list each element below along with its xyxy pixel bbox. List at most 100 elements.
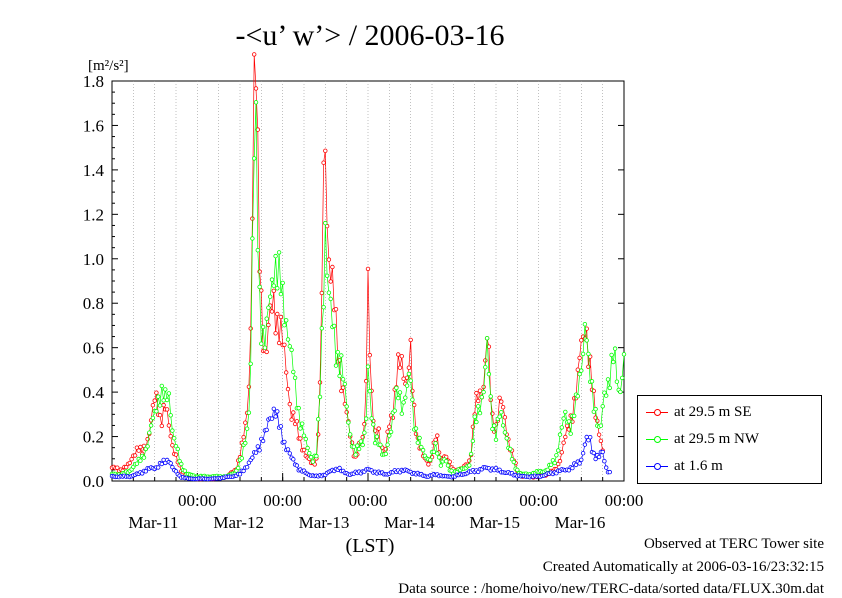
data-point (618, 389, 623, 395)
data-point (499, 410, 504, 415)
y-axis-unit-label: [m²/s²] (88, 58, 129, 74)
data-point (474, 419, 479, 425)
data-point (145, 444, 150, 449)
data-point (314, 453, 319, 459)
data-point (483, 365, 488, 370)
data-point (397, 390, 403, 395)
data-point (136, 448, 141, 453)
y-tick-label: 0.2 (83, 428, 104, 447)
data-point (175, 446, 180, 452)
data-point (316, 417, 321, 422)
data-point (388, 429, 394, 435)
data-point (235, 465, 241, 471)
x-tick-time-label: 00:00 (605, 491, 644, 510)
y-tick-label: 0.4 (83, 383, 105, 402)
data-point (260, 324, 266, 330)
data-point (479, 394, 484, 400)
data-point (579, 457, 584, 462)
data-point (155, 465, 161, 470)
data-point (401, 376, 406, 381)
data-point (447, 459, 452, 464)
data-point (339, 353, 344, 358)
data-point (365, 364, 371, 369)
data-point (168, 413, 173, 418)
data-point (570, 419, 575, 424)
data-point (584, 338, 589, 343)
data-point (171, 436, 177, 441)
data-point (557, 458, 563, 464)
data-point (548, 462, 554, 467)
data-point (399, 354, 404, 359)
data-point (260, 438, 266, 444)
data-point (582, 442, 588, 447)
data-point (161, 402, 166, 408)
data-point (604, 393, 609, 398)
data-point (362, 430, 367, 435)
data-point (159, 423, 164, 429)
data-point (310, 459, 316, 464)
data-point (431, 449, 436, 454)
legend: at 29.5 m SE at 29.5 m NW at 1.6 m (637, 395, 822, 484)
data-point (155, 394, 161, 399)
data-point (401, 400, 406, 405)
data-point (150, 415, 156, 421)
data-point (470, 438, 476, 444)
legend-label-se: at 29.5 m SE (674, 404, 752, 420)
data-point (289, 417, 294, 422)
x-axis: 00:00Mar-1100:00Mar-1200:00Mar-1300:00Ma… (128, 473, 643, 532)
data-point (332, 323, 337, 329)
data-point (344, 404, 349, 409)
data-point (328, 296, 333, 302)
data-point (566, 419, 572, 424)
data-point (301, 433, 307, 438)
data-point (129, 457, 134, 462)
data-point (335, 350, 340, 355)
x-tick-time-label: 00:00 (263, 491, 302, 510)
x-tick-date-label: Mar-14 (384, 513, 435, 532)
data-point (237, 472, 243, 477)
data-point (255, 444, 260, 449)
data-point (557, 432, 563, 437)
chart-title: -<u’ w’> / 2006-03-16 (235, 19, 504, 52)
data-point (264, 316, 269, 321)
data-point (406, 371, 412, 377)
legend-item-nw: at 29.5 m NW (646, 429, 759, 449)
data-point (273, 253, 278, 259)
data-point (339, 388, 344, 394)
data-point (369, 416, 374, 421)
data-point (159, 383, 164, 389)
data-point (138, 444, 143, 450)
data-point (243, 440, 248, 446)
data-point (508, 446, 513, 452)
data-point (250, 236, 255, 241)
data-point (296, 405, 301, 411)
data-point (598, 438, 604, 444)
data-point (134, 461, 140, 466)
data-point (374, 434, 380, 439)
data-point (132, 453, 138, 458)
data-point (353, 452, 358, 457)
data-point (394, 385, 399, 391)
data-point (147, 430, 152, 435)
data-point (385, 442, 390, 447)
data-point (163, 387, 168, 392)
data-point (305, 445, 310, 451)
data-point (243, 420, 248, 425)
data-point (276, 250, 282, 255)
data-point (241, 435, 246, 440)
data-point (248, 326, 253, 331)
data-point (435, 433, 440, 438)
data-point (326, 257, 332, 262)
legend-swatch-nw (646, 429, 668, 449)
data-point (572, 413, 577, 419)
data-point (268, 294, 273, 299)
data-point (564, 423, 570, 428)
data-point (561, 440, 566, 445)
data-point (621, 352, 627, 357)
data-point (291, 457, 296, 462)
data-point (251, 156, 257, 161)
data-point (396, 395, 401, 401)
data-point (287, 451, 292, 456)
data-point (502, 430, 508, 435)
data-point (484, 336, 490, 341)
